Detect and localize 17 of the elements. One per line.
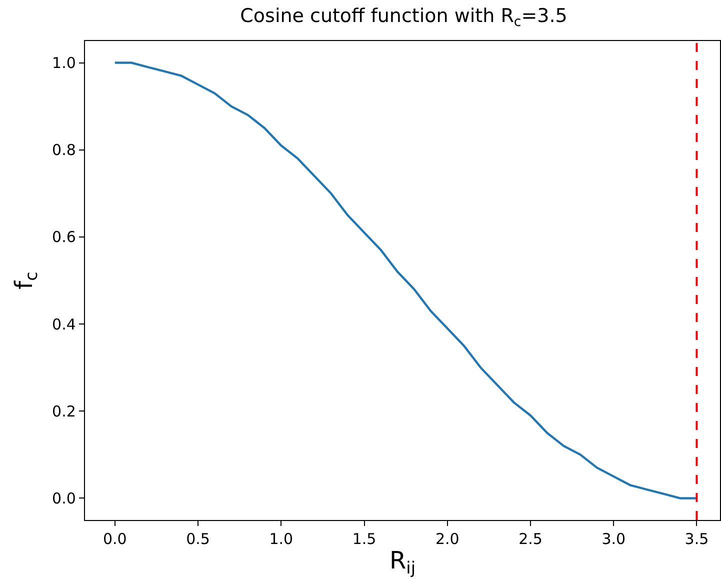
x-tick-label: 0.5 xyxy=(186,530,210,548)
x-tick-label: 2.5 xyxy=(518,530,542,548)
x-tick-label: 1.5 xyxy=(352,530,376,548)
y-tick-label: 0.6 xyxy=(52,228,76,246)
x-axis-title: R$_{ij}$ xyxy=(389,546,416,578)
chart-title: Cosine cutoff function with R$_{c}$=3.5 xyxy=(240,5,568,30)
y-tick-label: 0.4 xyxy=(52,315,76,334)
x-tick-label: 1.0 xyxy=(269,530,294,548)
y-tick-label: 0.8 xyxy=(52,141,76,160)
x-tick-label: 3.0 xyxy=(602,530,626,548)
y-tick-label: 0.0 xyxy=(52,489,76,508)
line-series xyxy=(114,62,698,500)
x-tick-label: 0.0 xyxy=(102,530,127,548)
y-tick-label: 1.0 xyxy=(52,54,76,72)
x-tick-label: 2.0 xyxy=(435,530,460,548)
x-tick-label: 3.5 xyxy=(684,530,709,548)
y-tick-label: 0.2 xyxy=(52,402,76,420)
